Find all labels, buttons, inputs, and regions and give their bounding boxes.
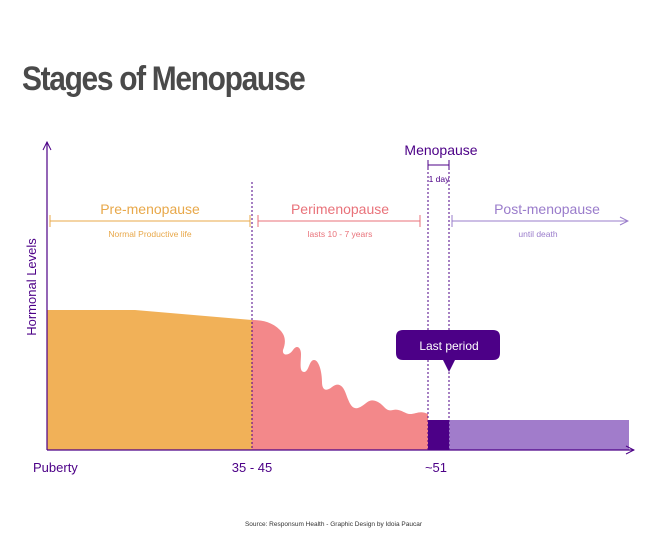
chart-title: Stages of Menopause: [22, 60, 306, 98]
area-perimenopause: [252, 320, 428, 450]
stage-label-perimenopause: Perimenopause: [291, 201, 389, 217]
callout-bubble: [396, 330, 500, 372]
stage-desc-perimenopause: lasts 10 - 7 years: [308, 229, 373, 239]
area-post-menopause: [449, 420, 629, 450]
stage-desc-menopause: 1 day: [429, 174, 451, 184]
area-menopause: [428, 420, 449, 450]
y-axis-label: Hormonal Levels: [24, 238, 39, 336]
stage-desc-pre-menopause: Normal Productive life: [108, 229, 191, 239]
stage-desc-post-menopause: until death: [518, 229, 557, 239]
stage-label-post-menopause: Post-menopause: [494, 201, 600, 217]
x-tick-label-35-45: 35 - 45: [232, 460, 272, 475]
x-tick-label-puberty: Puberty: [33, 460, 78, 475]
stage-label-pre-menopause: Pre-menopause: [100, 201, 200, 217]
source-credit: Source: Responsum Health - Graphic Desig…: [244, 521, 423, 528]
last-period-callout: Last period: [396, 330, 500, 372]
callout-text: Last period: [419, 339, 478, 353]
stage-label-menopause: Menopause: [404, 142, 477, 158]
area-pre-menopause: [47, 310, 252, 450]
x-tick-label-51: ~51: [425, 460, 447, 475]
